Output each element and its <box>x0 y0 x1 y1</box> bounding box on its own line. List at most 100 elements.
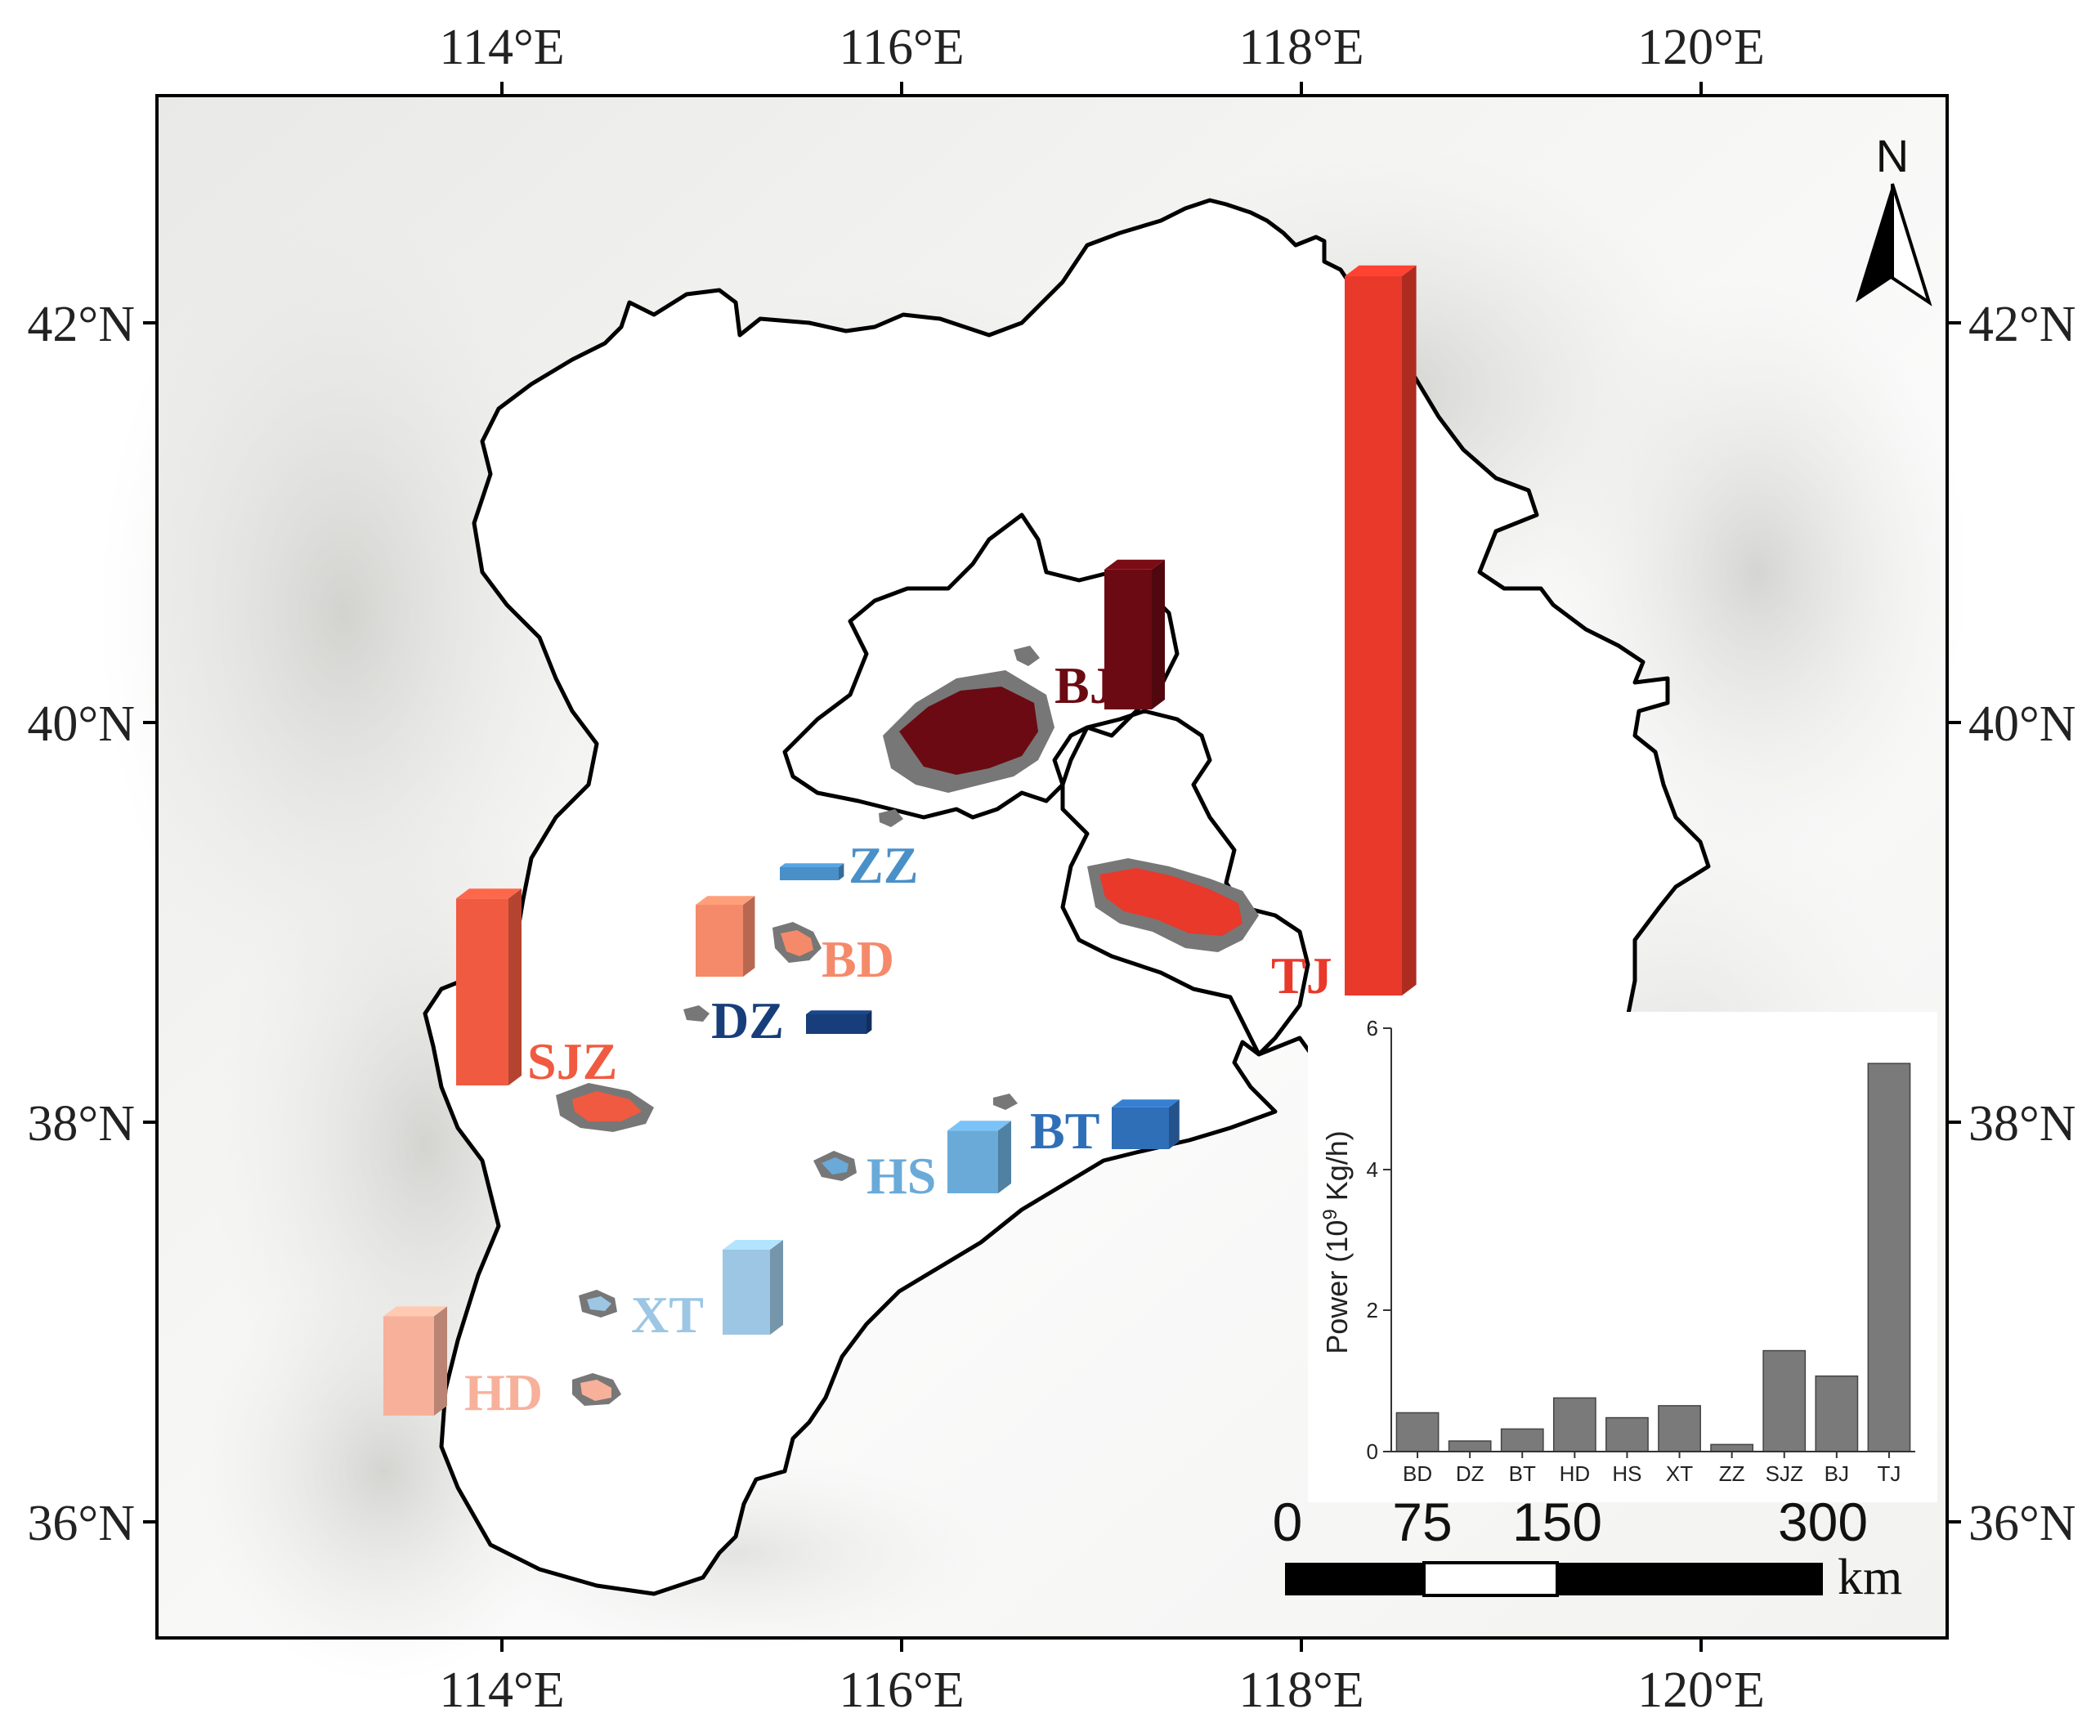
city-label-bt: BT <box>1030 1102 1099 1160</box>
city-bar-front-tj <box>1345 276 1402 996</box>
lat-label-42-right: 42°N <box>1968 297 2076 352</box>
inset-axes <box>1383 1027 1915 1452</box>
city-bar-side-bj <box>1152 559 1165 709</box>
city-bar-top-tj <box>1345 265 1417 276</box>
lon-label-116-bottom: 116°E <box>839 1662 964 1718</box>
inset-bar-bd <box>1395 1412 1440 1452</box>
lat-label-38-right: 38°N <box>1968 1096 2076 1152</box>
inset-xtick-sjz: SJZ <box>1766 1461 1803 1486</box>
city-bar-front-bt <box>1112 1107 1169 1149</box>
urban-patches <box>556 646 1259 1406</box>
city-bar-side-bt <box>1169 1099 1180 1149</box>
inset-ytick-4: 4 <box>1367 1157 1378 1182</box>
inset-bar-dz <box>1448 1440 1492 1452</box>
city-bar-bd <box>696 896 755 977</box>
city-labels: BJ TJ SJZ BD HD ZZ DZ BT HS XT <box>464 656 1332 1421</box>
city-bar-front-dz <box>806 1014 866 1034</box>
lon-label-120-bottom: 120°E <box>1637 1662 1765 1718</box>
city-label-tj: TJ <box>1271 946 1332 1004</box>
north-arrow-left-icon <box>1856 184 1892 302</box>
inset-xtick-hs: HS <box>1612 1461 1641 1486</box>
scale-label-0: 0 <box>1273 1492 1303 1552</box>
map-graticule <box>143 82 1961 1652</box>
city-bar-top-zz <box>780 863 844 867</box>
inset-y-ticks: 6 4 2 0 <box>1367 1016 1378 1464</box>
scale-bar: 0 75 150 300 km <box>1273 1492 1903 1605</box>
inset-xtick-bj: BJ <box>1825 1461 1849 1486</box>
city-bar-dz <box>806 1010 872 1034</box>
city-bar-top-bj <box>1104 559 1165 570</box>
tianjin-boundary <box>1060 709 1310 1057</box>
inset-xtick-bd: BD <box>1403 1461 1432 1486</box>
city-bar-top-sjz <box>456 888 522 899</box>
lat-label-38: 38°N <box>27 1096 135 1152</box>
lon-label-114-bottom: 114°E <box>439 1662 564 1718</box>
city-bar-side-bd <box>743 896 755 977</box>
city-label-zz: ZZ <box>849 836 918 894</box>
city-bar-hs <box>947 1121 1011 1193</box>
inset-bar-xt <box>1658 1405 1701 1452</box>
inset-xtick-xt: XT <box>1666 1461 1693 1486</box>
latitude-labels-left: 42°N 40°N 38°N 36°N <box>27 297 135 1551</box>
city-bar-top-dz <box>806 1010 872 1014</box>
city-bar-front-zz <box>780 867 839 880</box>
inset-bars <box>1395 1063 1911 1452</box>
city-label-xt: XT <box>631 1286 704 1344</box>
inset-chart: 6 4 2 0 BD DZ BT HD HS XT ZZ SJZ BJ TJ Power (109… <box>1308 1012 1937 1502</box>
lon-label-118-bottom: 118°E <box>1238 1662 1363 1718</box>
scale-unit: km <box>1838 1550 1902 1605</box>
city-bar-side-xt <box>770 1240 783 1335</box>
north-label: N <box>1876 130 1909 181</box>
latitude-labels-right: 42°N 40°N 38°N 36°N <box>1968 297 2076 1551</box>
city-bar-side-hs <box>998 1121 1011 1193</box>
city-label-bj: BJ <box>1054 656 1116 714</box>
inset-bar-hs <box>1605 1416 1649 1452</box>
inset-x-ticks: BD DZ BT HD HS XT ZZ SJZ BJ TJ <box>1403 1452 1901 1486</box>
scale-label-300: 300 <box>1778 1492 1868 1552</box>
inset-xtick-dz: DZ <box>1456 1461 1484 1486</box>
city-bar-zz <box>780 863 844 880</box>
city-label-hd: HD <box>464 1363 543 1421</box>
beijing-boundary <box>782 512 1180 820</box>
city-bar-front-sjz <box>456 898 508 1085</box>
inset-bar-tj <box>1867 1063 1911 1452</box>
inset-ytick-6: 6 <box>1367 1016 1378 1040</box>
inset-bar-bj <box>1815 1375 1859 1452</box>
scale-segment-1 <box>1285 1563 1424 1595</box>
city-bar-top-hs <box>947 1121 1011 1131</box>
lat-label-40-right: 40°N <box>1968 696 2076 752</box>
city-bar-sjz <box>456 888 522 1085</box>
lon-label-114: 114°E <box>439 20 564 75</box>
inset-bar-hd <box>1552 1397 1596 1452</box>
city-bar-front-bd <box>696 905 743 977</box>
city-bar-side-hd <box>434 1306 447 1416</box>
city-bar-tj <box>1345 265 1417 996</box>
city-bar-top-bd <box>696 896 755 905</box>
inset-xtick-zz: ZZ <box>1719 1461 1745 1486</box>
city-label-sjz: SJZ <box>527 1032 617 1090</box>
north-arrow: N <box>1856 130 1932 306</box>
inset-ytick-0: 0 <box>1367 1439 1378 1464</box>
city-bar-front-hd <box>383 1316 434 1416</box>
city-bar-bj <box>1104 559 1165 709</box>
city-bar-side-dz <box>866 1010 872 1034</box>
lon-label-116: 116°E <box>839 20 964 75</box>
city-bar-side-sjz <box>508 888 522 1085</box>
lon-label-118: 118°E <box>1238 20 1363 75</box>
city-bar-bt <box>1112 1099 1180 1149</box>
city-bar-top-xt <box>723 1240 783 1250</box>
city-bar-side-zz <box>839 863 844 880</box>
inset-xtick-bt: BT <box>1509 1461 1536 1486</box>
inset-xtick-hd: HD <box>1560 1461 1591 1486</box>
scale-segment-3 <box>1557 1563 1823 1595</box>
city-bar-front-bj <box>1104 569 1152 709</box>
city-bar-top-bt <box>1112 1099 1180 1107</box>
lon-label-120: 120°E <box>1637 20 1765 75</box>
city-bars <box>383 265 1417 1416</box>
scale-label-75: 75 <box>1392 1492 1452 1552</box>
city-bar-top-hd <box>383 1306 447 1317</box>
inset-bar-bt <box>1500 1428 1544 1452</box>
lat-label-36: 36°N <box>27 1496 135 1551</box>
city-bar-front-xt <box>723 1250 770 1335</box>
north-arrow-right-icon <box>1891 183 1932 306</box>
